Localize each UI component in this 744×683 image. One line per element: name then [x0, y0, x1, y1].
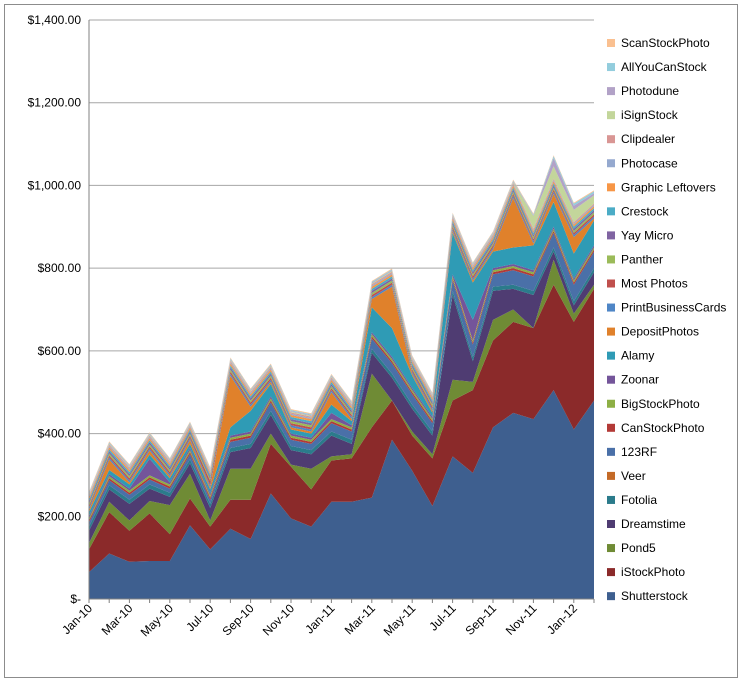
legend-label-zoonar: Zoonar — [621, 373, 659, 387]
legend-label-canstockphoto: CanStockPhoto — [621, 421, 705, 435]
legend-swatch-scanstockphoto — [607, 39, 615, 47]
x-tick-label: May-10 — [138, 601, 176, 639]
legend-swatch-dreamstime — [607, 520, 615, 528]
y-tick-label: $1,000.00 — [28, 178, 82, 192]
legend-label-yay-micro: Yay Micro — [621, 228, 674, 242]
legend-swatch-printbusinesscards — [607, 303, 615, 312]
legend-swatch-allyoucanstock — [607, 63, 615, 72]
legend-swatch-pond5 — [607, 544, 615, 553]
y-tick-label: $1,200.00 — [28, 96, 82, 110]
legend-swatch-veer — [607, 471, 615, 480]
x-tick-label: Jul-11 — [426, 601, 459, 634]
legend-label-veer: Veer — [621, 469, 646, 483]
y-tick-label: $1,400.00 — [28, 13, 82, 27]
legend-label-panther: Panther — [621, 252, 663, 266]
legend-label-photocase: Photocase — [621, 156, 678, 170]
y-tick-label: $- — [70, 592, 81, 606]
legend-label-allyoucanstock: AllYouCanStock — [621, 60, 708, 74]
legend-swatch-most-photos — [607, 279, 615, 288]
legend-label-isignstock: iSignStock — [621, 108, 679, 122]
legend-label-alamy: Alamy — [621, 349, 654, 363]
area-series — [89, 155, 594, 599]
legend-swatch-zoonar — [607, 375, 615, 384]
legend-swatch-photocase — [607, 159, 615, 168]
legend-swatch-istockphoto — [607, 568, 615, 577]
legend-label-scanstockphoto: ScanStockPhoto — [621, 36, 710, 50]
legend-label-depositphotos: DepositPhotos — [621, 325, 699, 339]
legend-swatch-graphic-leftovers — [607, 183, 615, 192]
x-tick-label: Jul-10 — [183, 601, 216, 634]
x-tick-label: May-11 — [381, 601, 419, 639]
x-tick-label: Nov-11 — [503, 601, 540, 638]
x-tick-label: Jan-10 — [59, 601, 95, 637]
legend-swatch-canstockphoto — [607, 423, 615, 432]
y-tick-label: $600.00 — [38, 344, 82, 358]
area-dreamstime — [89, 251, 594, 544]
legend-label-photodune: Photodune — [621, 84, 679, 98]
legend-label-istockphoto: iStockPhoto — [621, 565, 685, 579]
legend-label-dreamstime: Dreamstime — [621, 517, 686, 531]
area-shutterstock — [89, 390, 594, 599]
y-axis-tick-labels: $- $200.00 $400.00 $600.00 $800.00 $1,000.00 $… — [28, 13, 82, 606]
legend-label-pond5: Pond5 — [621, 541, 656, 555]
legend-swatch-shutterstock — [607, 592, 615, 601]
x-tick-label: Mar-10 — [99, 601, 136, 638]
x-tick-label: Nov-10 — [260, 601, 297, 638]
x-tick-label: Sep-10 — [219, 601, 256, 638]
area-123rf — [89, 232, 594, 527]
legend-swatch-photodune — [607, 87, 615, 96]
legend-label-123rf: 123RF — [621, 445, 657, 459]
x-tick-label: Mar-11 — [342, 601, 378, 637]
y-tick-label: $800.00 — [38, 261, 82, 275]
legend-label-printbusinesscards: PrintBusinessCards — [621, 301, 726, 315]
area-isignstock — [89, 166, 594, 496]
x-axis-tick-labels: Jan-10 Mar-10 May-10 Jul-10 Sep-10 Nov-10 Jan-… — [59, 601, 580, 639]
legend-label-shutterstock: Shutterstock — [621, 589, 689, 603]
legend-swatch-fotolia — [607, 495, 615, 504]
legend-label-bigstockphoto: BigStockPhoto — [621, 397, 700, 411]
legend-label-graphic-leftovers: Graphic Leftovers — [621, 180, 716, 194]
legend-label-most-photos: Most Photos — [621, 277, 688, 291]
x-tick-label: Jan-11 — [302, 601, 337, 636]
legend-label-clipdealer: Clipdealer — [621, 132, 675, 146]
legend-swatch-clipdealer — [607, 135, 615, 144]
legend-swatch-123rf — [607, 447, 615, 456]
legend-swatch-isignstock — [607, 111, 615, 120]
legend-swatch-panther — [607, 255, 615, 264]
y-tick-label: $200.00 — [38, 509, 82, 523]
x-tick-label: Sep-11 — [462, 601, 499, 638]
area-alamy — [89, 201, 594, 517]
legend: ScanStockPhoto AllYouCanStock Photodune iSi… — [607, 36, 726, 603]
legend-label-fotolia: Fotolia — [621, 493, 657, 507]
legend-swatch-yay-micro — [607, 231, 615, 240]
legend-swatch-alamy — [607, 351, 615, 360]
legend-swatch-bigstockphoto — [607, 399, 615, 408]
area-pond5 — [89, 259, 594, 550]
legend-swatch-depositphotos — [607, 327, 615, 336]
x-tick-label: Jan-12 — [544, 601, 580, 637]
legend-swatch-crestock — [607, 207, 615, 216]
y-tick-label: $400.00 — [38, 427, 82, 441]
legend-label-crestock: Crestock — [621, 204, 669, 218]
area-istockphoto — [89, 284, 594, 573]
axes — [88, 20, 595, 603]
